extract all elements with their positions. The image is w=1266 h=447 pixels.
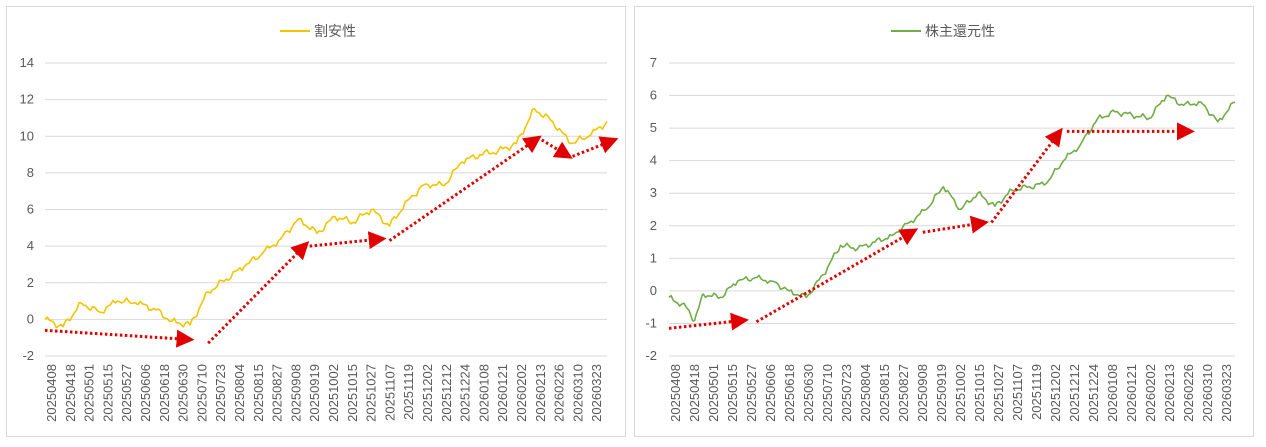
y-tick-label: 14 (20, 55, 34, 70)
trend-arrow (922, 215, 990, 234)
x-tick-label: 20260310 (1200, 364, 1215, 422)
y-tick-label: 12 (20, 92, 34, 107)
x-tick-label: 20251002 (953, 364, 968, 422)
y-tick-label: 0 (650, 283, 657, 298)
x-tick-label: 20251119 (401, 364, 416, 420)
x-tick-label: 20250515 (725, 364, 740, 422)
x-tick-label: 20250408 (44, 364, 59, 422)
x-tick-label: 20250630 (801, 364, 816, 422)
x-tick-label: 20260226 (1181, 364, 1196, 422)
x-tick-label: 20250606 (138, 364, 153, 422)
y-tick-label: 5 (650, 120, 657, 135)
x-tick-label: 20250908 (288, 364, 303, 422)
y-tick-label: 2 (650, 218, 657, 233)
trend-arrow (990, 127, 1063, 224)
x-tick-label: 20251212 (439, 364, 454, 422)
x-tick-label: 20260323 (589, 364, 604, 422)
x-tick-label: 20251119 (1029, 364, 1044, 420)
x-tick-label: 20251027 (991, 364, 1006, 422)
x-tick-label: 20250515 (100, 364, 115, 422)
legend: 割安性 (280, 23, 356, 39)
y-tick-label: -2 (645, 348, 657, 363)
x-tick-label: 20251015 (972, 364, 987, 422)
x-tick-label: 20250827 (896, 364, 911, 422)
trend-arrow (572, 136, 619, 158)
y-tick-label: -2 (22, 348, 34, 363)
x-tick-label: 20250710 (194, 364, 209, 422)
y-tick-label: 4 (650, 153, 657, 168)
y-tick-label: 1 (650, 250, 657, 265)
x-tick-label: 20250804 (858, 364, 873, 422)
x-tick-label: 20250723 (839, 364, 854, 422)
chart-panel-right: -2 -1 0 1 2 3 4 5 6 7 20250408 20250418 20250501 2025… (634, 6, 1254, 437)
y-tick-label: 6 (27, 202, 34, 217)
x-tick-label: 20250527 (744, 364, 759, 422)
x-tick-label: 20250418 (687, 364, 702, 422)
trend-arrow (309, 231, 387, 250)
y-tick-label: 3 (650, 185, 657, 200)
y-tick-label: 4 (27, 238, 34, 253)
legend: 株主還元性 (891, 23, 995, 39)
x-tick-label: 20250919 (307, 364, 322, 422)
x-tick-label: 20251027 (364, 364, 379, 422)
y-tick-label: 6 (650, 88, 657, 103)
chart-panel-left: -2 0 2 4 6 8 10 12 14 20250408 20250418 20250501 202… (6, 6, 626, 437)
x-tick-label: 20251202 (420, 364, 435, 422)
trend-arrow (540, 138, 573, 159)
x-tick-label: 20250618 (782, 364, 797, 422)
x-tick-label: 20250827 (270, 364, 285, 422)
legend-label: 割安性 (314, 23, 356, 39)
x-tick-label: 20260202 (514, 364, 529, 422)
x-tick-label: 20250815 (251, 364, 266, 422)
x-tick-label: 20260108 (1105, 364, 1120, 422)
x-tick-label: 20260202 (1143, 364, 1158, 422)
x-tick-label: 20250919 (934, 364, 949, 422)
x-tick-label: 20251224 (458, 364, 473, 422)
x-tick-label: 20250804 (232, 364, 247, 422)
legend-label: 株主還元性 (925, 23, 995, 39)
x-tick-label: 20250630 (176, 364, 191, 422)
x-tick-label: 20260323 (1219, 364, 1234, 422)
x-tick-label: 20250501 (706, 364, 721, 422)
x-tick-label: 20250606 (763, 364, 778, 422)
x-tick-label: 20260108 (476, 364, 491, 422)
y-tick-label: -1 (645, 315, 657, 330)
y-tick-label: 2 (27, 275, 34, 290)
series-line-1 (668, 94, 1236, 322)
x-tick-label: 20250723 (213, 364, 228, 422)
x-tick-label: 20251202 (1048, 364, 1063, 422)
series-line-0 (44, 108, 608, 329)
x-tick-label: 20250418 (63, 364, 78, 422)
y-tick-label: 10 (20, 128, 34, 143)
y-tick-label: 7 (650, 55, 657, 70)
x-tick-label: 20250618 (157, 364, 172, 422)
x-tick-label: 20251224 (1086, 364, 1101, 422)
x-tick-label: 20251002 (326, 364, 341, 422)
x-tick-label: 20260121 (1124, 364, 1139, 422)
x-tick-label: 20250408 (668, 364, 683, 422)
x-tick-label: 20260213 (533, 364, 548, 422)
x-tick-label: 20250908 (915, 364, 930, 422)
trend-arrow (207, 241, 310, 345)
x-tick-label: 20260226 (552, 364, 567, 422)
x-tick-label: 20250527 (119, 364, 134, 422)
x-tick-label: 20260310 (570, 364, 585, 422)
trend-arrow (388, 135, 542, 242)
trend-arrow (755, 228, 919, 324)
trend-arrow (668, 312, 749, 331)
x-tick-label: 20251015 (345, 364, 360, 422)
x-tick-label: 20251107 (1010, 364, 1025, 421)
x-tick-label: 20250501 (82, 364, 97, 422)
y-tick-label: 0 (27, 311, 34, 326)
y-tick-label: 8 (27, 165, 34, 180)
trend-arrow (44, 328, 195, 348)
x-tick-label: 20260121 (495, 364, 510, 422)
x-tick-label: 20251107 (382, 364, 397, 421)
x-tick-label: 20250710 (820, 364, 835, 422)
line-chart-right: -2 -1 0 1 2 3 4 5 6 7 20250408 20250418 20250501 2025… (645, 23, 1236, 422)
x-tick-label: 20260213 (1162, 364, 1177, 422)
x-tick-label: 20251212 (1067, 364, 1082, 422)
x-tick-label: 20250815 (877, 364, 892, 422)
